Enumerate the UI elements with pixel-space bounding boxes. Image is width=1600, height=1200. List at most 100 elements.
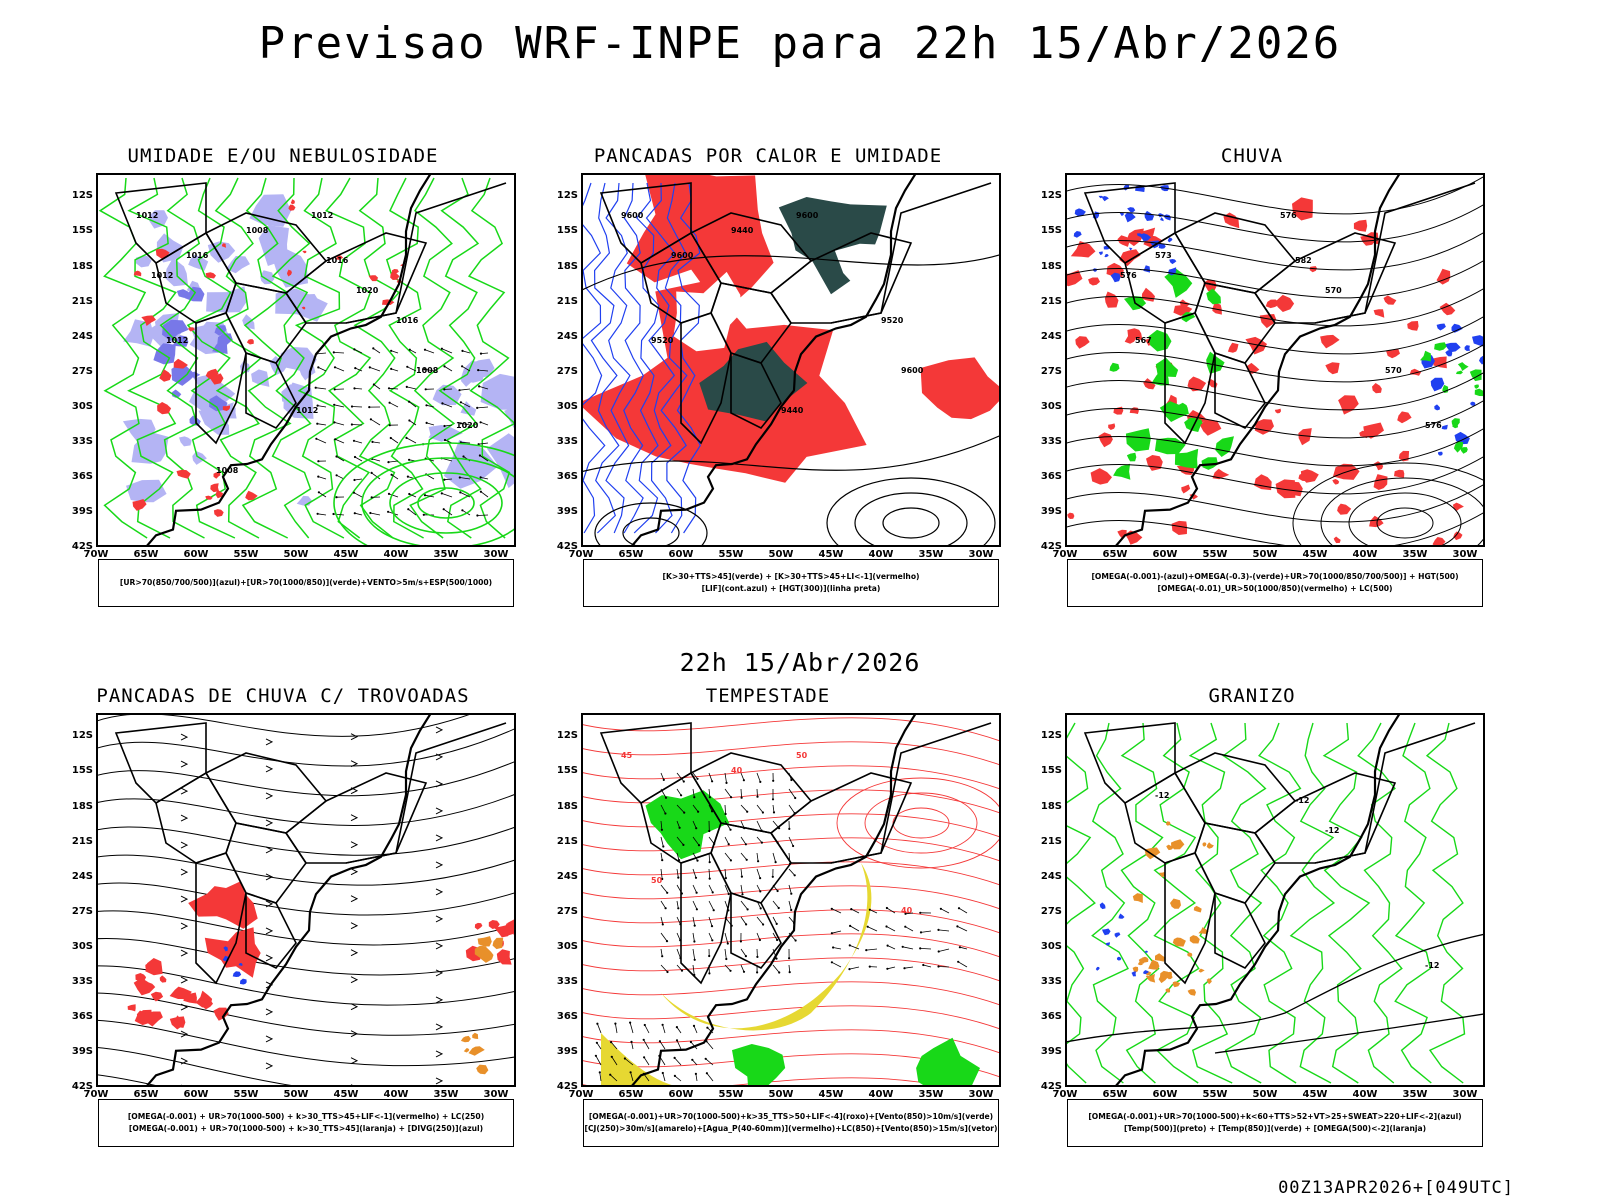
lon-tick-label: 55W — [1202, 549, 1228, 560]
panel-legend: [K>30+TTS>45](verde) + [K>30+TTS>45+LI<-… — [583, 559, 999, 607]
lat-tick-label: 21S — [1040, 295, 1062, 307]
lon-tick-label: 30W — [483, 1089, 509, 1100]
lat-tick-label: 30S — [71, 400, 93, 412]
contour-label: 9600 — [621, 211, 644, 220]
lon-tick-label: 50W — [283, 1089, 309, 1100]
lon-tick-label: 45W — [333, 1089, 359, 1100]
panel-umidade: UMIDADE E/OU NEBULOSIDADE 1012 1008 1016 101… — [53, 145, 516, 615]
lon-tick-label: 45W — [333, 549, 359, 560]
lat-tick-label: 12S — [71, 730, 93, 742]
legend-line: [OMEGA(-0.001)+UR>70(1000-500)+k>35_TTS>… — [588, 1112, 994, 1121]
coastline — [144, 713, 433, 1087]
lat-tick-label: 33S — [556, 975, 578, 987]
legend-line: [UR>70(850/700/500)](azul)+[UR>70(1000/8… — [119, 578, 493, 587]
lat-tick-label: 30S — [1040, 400, 1062, 412]
lat-tick-label: 18S — [1040, 260, 1062, 272]
lon-tick-label: 60W — [668, 549, 694, 560]
contour-label: -12 — [1325, 826, 1339, 835]
map-plot: 50 40 50 45 40 — [581, 713, 1001, 1087]
lon-tick-label: 40W — [868, 1089, 894, 1100]
lat-tick-label: 42S — [71, 541, 93, 552]
panel-title: PANCADAS DE CHUVA C/ TROVOADAS — [96, 685, 470, 707]
contour-label: 9520 — [881, 316, 904, 325]
main-title: Previsao WRF-INPE para 22h 15/Abr/2026 — [258, 18, 1342, 69]
lon-tick-label: 40W — [868, 549, 894, 560]
lat-tick-label: 27S — [1040, 365, 1062, 377]
legend-line: [LIF](cont.azul) + [HGT(300)](linha pret… — [701, 584, 881, 593]
lat-tick-label: 27S — [1040, 905, 1062, 917]
panel-legend: [OMEGA(-0.001)+UR>70(1000-500)+k>35_TTS>… — [583, 1099, 999, 1147]
lat-tick-label: 24S — [71, 870, 93, 882]
contour-label: 570 — [1385, 366, 1402, 375]
lon-tick-label: 30W — [968, 549, 994, 560]
contour-label: 1012 — [166, 336, 188, 345]
lon-tick-label: 50W — [283, 549, 309, 560]
lat-tick-label: 18S — [71, 800, 93, 812]
contour-label: 45 — [621, 751, 633, 760]
contour-label: 9600 — [671, 251, 694, 260]
lat-tick-label: 39S — [1040, 505, 1062, 517]
contour-label: 40 — [731, 766, 743, 775]
lon-tick-label: 70W — [1052, 549, 1078, 560]
contour-label: 1020 — [356, 286, 379, 295]
contour-label: 1008 — [246, 226, 269, 235]
coastline — [629, 173, 918, 547]
lon-tick-label: 60W — [668, 1089, 694, 1100]
lon-tick-label: 30W — [968, 1089, 994, 1100]
contour-label: -12 — [1295, 796, 1309, 805]
panel-title: PANCADAS POR CALOR E UMIDADE — [593, 145, 943, 167]
legend-line: [OMEGA(-0.01)_UR>50(1000/850)(vermelho) … — [1157, 584, 1393, 593]
lon-tick-label: 65W — [1102, 1089, 1128, 1100]
lon-tick-label: 70W — [568, 549, 594, 560]
coastline — [629, 713, 918, 1087]
lat-tick-label: 30S — [556, 400, 578, 412]
lat-tick-label: 30S — [71, 940, 93, 952]
lon-tick-label: 45W — [818, 549, 844, 560]
contour-label: 9600 — [796, 211, 819, 220]
contour-label: 9520 — [651, 336, 674, 345]
lon-tick-label: 60W — [183, 1089, 209, 1100]
lat-tick-label: 12S — [556, 190, 578, 202]
lat-tick-label: 36S — [71, 470, 93, 482]
contour-label: 1020 — [456, 421, 479, 430]
panel-tempestade: TEMPESTADE 50 40 50 45 40 12S 15S 18S 21S 24S 27S 30… — [538, 685, 1001, 1155]
lat-tick-label: 36S — [1040, 470, 1062, 482]
lon-tick-label: 55W — [233, 549, 259, 560]
map-plot: 9600 9600 9600 9520 9600 9440 9520 9440 — [581, 173, 1001, 547]
lat-tick-label: 27S — [71, 905, 93, 917]
map-plot: -12 -12 -12 -12 — [1065, 713, 1485, 1087]
panel-legend: [OMEGA(-0.001) + UR>70(1000-500) + k>30_… — [98, 1099, 514, 1147]
lat-tick-label: 42S — [556, 1081, 578, 1092]
lat-tick-label: 21S — [1040, 835, 1062, 847]
legend-line: [K>30+TTS>45](verde) + [K>30+TTS>45+LI<-… — [662, 572, 920, 581]
lat-tick-label: 12S — [1040, 190, 1062, 202]
lat-tick-label: 18S — [556, 800, 578, 812]
lat-tick-label: 15S — [1040, 765, 1062, 777]
panel-title: TEMPESTADE — [705, 685, 831, 707]
contour-label: 576 — [1280, 211, 1297, 220]
lat-tick-label: 39S — [556, 505, 578, 517]
panel-legend: [UR>70(850/700/500)](azul)+[UR>70(1000/8… — [98, 559, 514, 607]
lon-tick-label: 35W — [433, 549, 459, 560]
lon-tick-label: 35W — [1402, 1089, 1428, 1100]
lon-tick-label: 50W — [768, 1089, 794, 1100]
lon-tick-label: 40W — [383, 549, 409, 560]
coastline — [144, 173, 433, 547]
lat-tick-label: 21S — [71, 835, 93, 847]
lon-tick-label: 30W — [1452, 1089, 1478, 1100]
lon-tick-label: 50W — [768, 549, 794, 560]
lat-tick-label: 30S — [1040, 940, 1062, 952]
lon-tick-label: 55W — [718, 1089, 744, 1100]
lat-tick-label: 12S — [71, 190, 93, 202]
lon-tick-label: 30W — [1452, 549, 1478, 560]
panel-chuva: CHUVA 576 582 576 570 573 576 570 567 12S 15S 18S 21… — [1022, 145, 1485, 615]
contour-label: -12 — [1425, 961, 1439, 970]
lon-tick-label: 70W — [83, 1089, 109, 1100]
panel-pancadas-calor: PANCADAS POR CALOR E UMIDADE 9600 9600 9600… — [538, 145, 1001, 615]
contour-label: 573 — [1155, 251, 1172, 260]
lat-tick-label: 39S — [71, 1045, 93, 1057]
lat-tick-label: 27S — [556, 365, 578, 377]
lat-tick-label: 12S — [1040, 730, 1062, 742]
legend-line: [Temp(500)](preto) + [Temp(850)](verde) … — [1123, 1124, 1427, 1133]
lon-tick-label: 45W — [818, 1089, 844, 1100]
